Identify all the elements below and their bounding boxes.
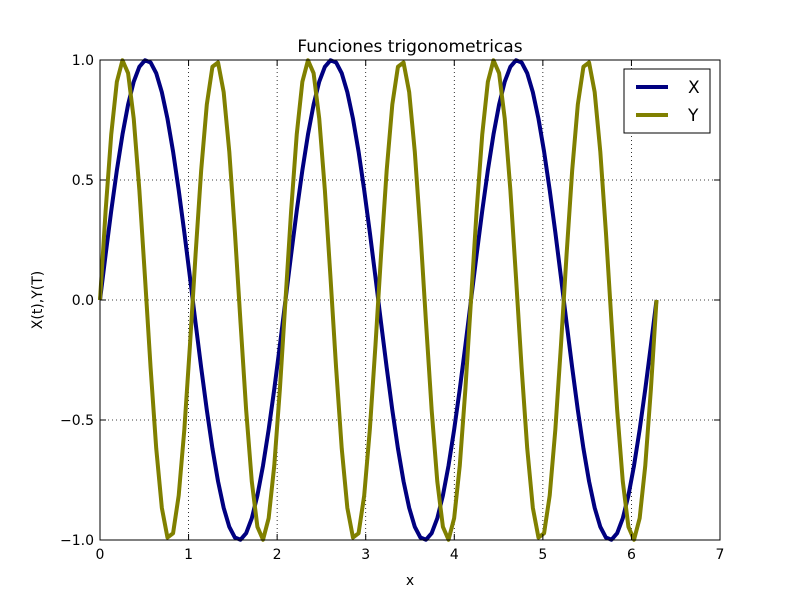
x-tick-label: 7 <box>716 547 725 563</box>
y-tick-label: −1.0 <box>60 533 94 549</box>
legend-label-x: X <box>688 78 700 98</box>
x-tick-label: 1 <box>184 547 193 563</box>
series-line-y <box>98 58 659 542</box>
x-tick-label: 6 <box>627 547 636 563</box>
y-tick-labels: −1.0 −0.5 0.0 0.5 1.0 <box>60 53 94 549</box>
x-tick-label: 3 <box>361 547 370 563</box>
axis-ticks <box>99 59 721 541</box>
x-tick-label: 2 <box>273 547 282 563</box>
x-tick-label: 0 <box>96 547 105 563</box>
chart-title: Funciones trigonometricas <box>297 37 522 57</box>
y-tick-label: 0.0 <box>72 293 94 309</box>
x-axis-label: x <box>406 573 414 589</box>
legend-label-y: Y <box>687 106 699 126</box>
x-tick-labels: 0 1 2 3 4 5 6 7 <box>96 547 725 563</box>
y-tick-label: 0.5 <box>72 173 94 189</box>
y-tick-label: −0.5 <box>60 413 94 429</box>
x-tick-label: 5 <box>538 547 547 563</box>
y-tick-label: 1.0 <box>72 53 94 69</box>
legend-box <box>623 68 711 134</box>
x-tick-label: 4 <box>450 547 459 563</box>
y-axis-label: X(t),Y(T) <box>30 271 46 329</box>
data-series <box>98 58 659 542</box>
legend: X Y <box>623 68 711 134</box>
